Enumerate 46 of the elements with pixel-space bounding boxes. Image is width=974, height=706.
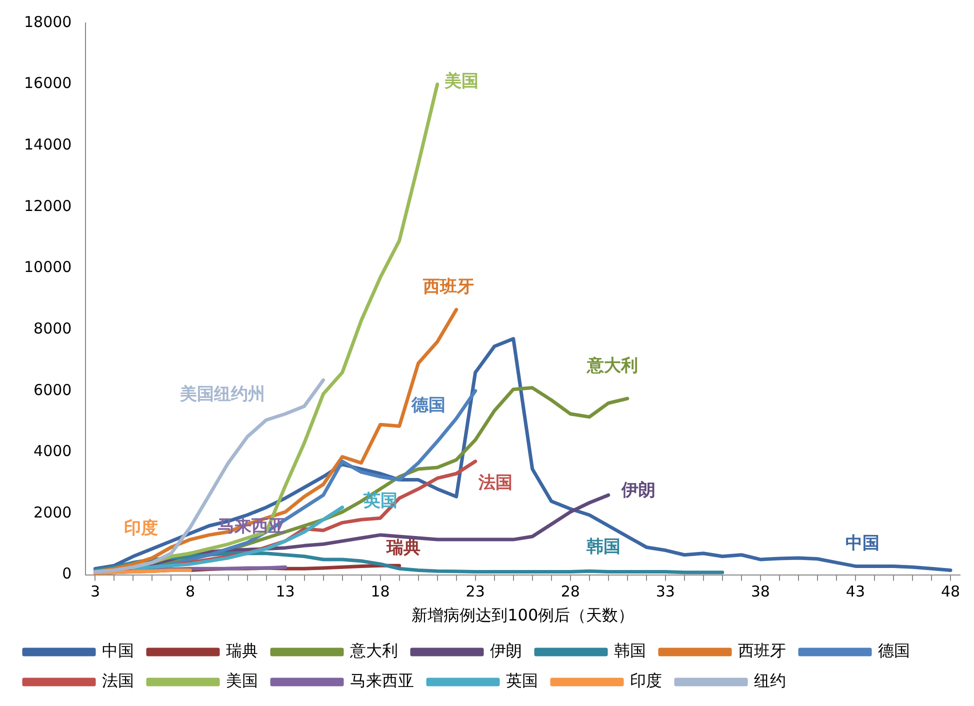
annotation: 美国纽约州 <box>178 384 265 404</box>
y-tick-label: 10000 <box>24 258 72 276</box>
y-tick-label: 16000 <box>24 74 72 92</box>
annotation: 意大利 <box>586 356 638 376</box>
y-tick-label: 2000 <box>34 503 72 522</box>
y-tick-label: 8000 <box>34 319 72 338</box>
annotation: 印度 <box>124 518 158 539</box>
annotation: 中国 <box>845 534 880 554</box>
y-tick-label: 4000 <box>34 442 72 460</box>
x-tick-label: 48 <box>940 582 960 601</box>
legend-label: 印度 <box>630 671 662 690</box>
x-tick-label: 3 <box>90 582 100 601</box>
y-tick-label: 0 <box>62 564 72 583</box>
annotation: 西班牙 <box>422 277 474 298</box>
x-tick-label: 33 <box>656 582 675 601</box>
annotation: 瑞典 <box>385 538 420 558</box>
legend-label: 意大利 <box>349 641 398 660</box>
y-tick-label: 18000 <box>24 12 72 31</box>
legend-label: 瑞典 <box>226 641 258 660</box>
legend-label: 中国 <box>102 641 134 660</box>
annotation: 美国 <box>443 72 478 92</box>
x-tick-label: 8 <box>185 582 196 601</box>
x-tick-label: 43 <box>846 582 866 601</box>
legend-label: 韩国 <box>614 641 646 660</box>
y-tick-label: 12000 <box>24 196 72 215</box>
x-axis-title: 新增病例达到100例后（天数） <box>412 606 634 625</box>
annotation: 英国 <box>362 490 398 511</box>
y-tick-label: 14000 <box>24 136 72 154</box>
legend-label: 美国 <box>226 671 258 690</box>
annotation: 德国 <box>410 395 446 416</box>
legend-label: 伊朗 <box>490 641 522 660</box>
legend-label: 纽约 <box>754 671 786 690</box>
legend-label: 马来西亚 <box>350 671 414 690</box>
legend-label: 德国 <box>878 641 910 660</box>
annotation: 伊朗 <box>620 480 656 501</box>
x-tick-label: 28 <box>560 582 580 601</box>
x-tick-label: 23 <box>466 582 485 601</box>
y-tick-label: 6000 <box>34 380 72 399</box>
legend-label: 法国 <box>102 671 134 690</box>
x-tick-label: 18 <box>370 582 390 601</box>
annotation: 法国 <box>477 472 512 493</box>
annotation: 韩国 <box>585 537 620 558</box>
legend-label: 西班牙 <box>738 641 786 660</box>
x-tick-label: 13 <box>276 582 295 601</box>
x-tick-label: 38 <box>750 582 770 601</box>
legend-label: 英国 <box>506 671 538 690</box>
